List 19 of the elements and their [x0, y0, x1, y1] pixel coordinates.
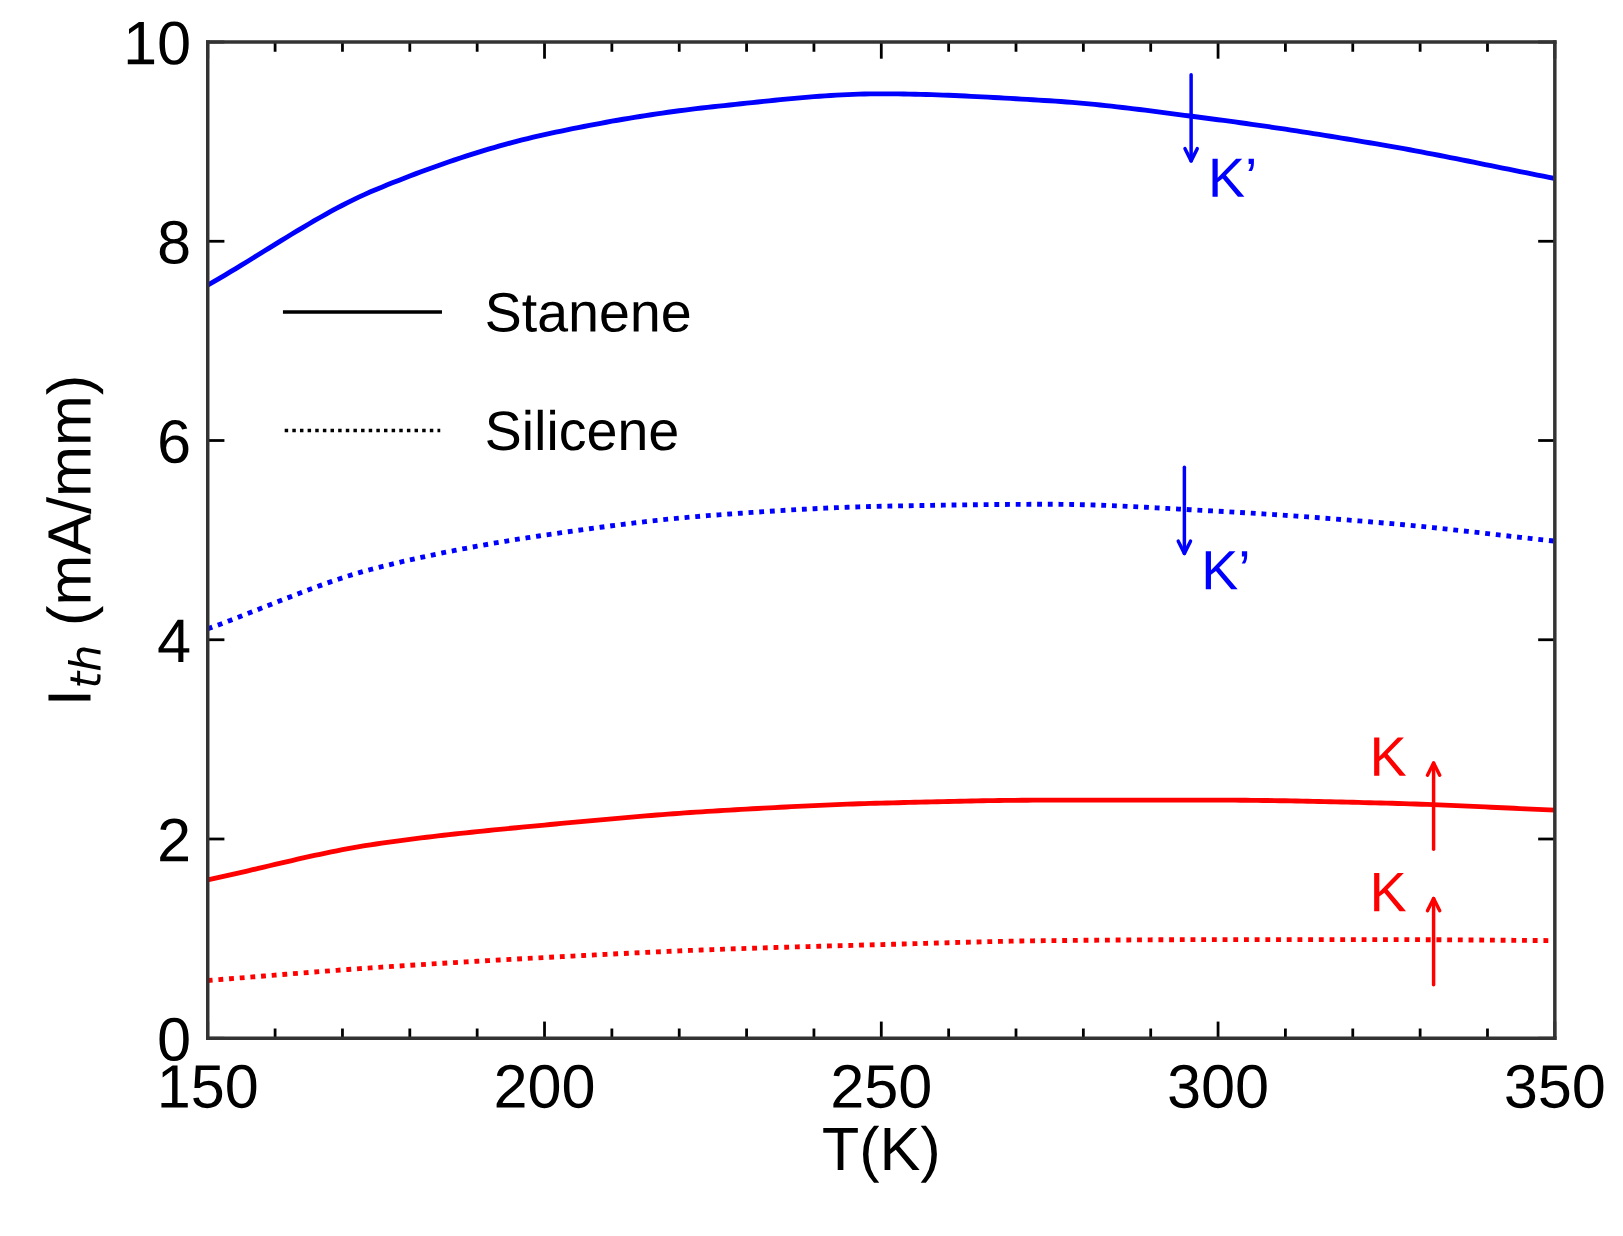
y-tick-label: 6 — [160, 419, 189, 464]
y-tick-label: 10 — [127, 21, 189, 65]
x-tick-label: 250 — [833, 1064, 930, 1109]
y-tick-label: 2 — [160, 818, 189, 862]
y-tick-label: 8 — [159, 220, 189, 265]
series-label: Silicene — [487, 409, 677, 451]
annotation: K’ — [1205, 551, 1248, 590]
annotation: K — [1374, 872, 1407, 912]
annotation: K — [1374, 737, 1407, 776]
x-axis-title: T(K) — [823, 1125, 937, 1183]
y-axis-title: I$_{th}$ (mA/mm) — [46, 378, 104, 701]
x-tick-label: 350 — [1506, 1064, 1604, 1109]
y-tick-label: 0 — [159, 1017, 189, 1061]
annotation: K’ — [1212, 158, 1254, 197]
y-tick-label: 4 — [158, 619, 190, 662]
x-tick-label: 200 — [496, 1064, 594, 1109]
x-tick-label: 300 — [1169, 1064, 1267, 1109]
text: Stanene — [487, 292, 690, 333]
x-tick-label: 150 — [161, 1064, 257, 1109]
